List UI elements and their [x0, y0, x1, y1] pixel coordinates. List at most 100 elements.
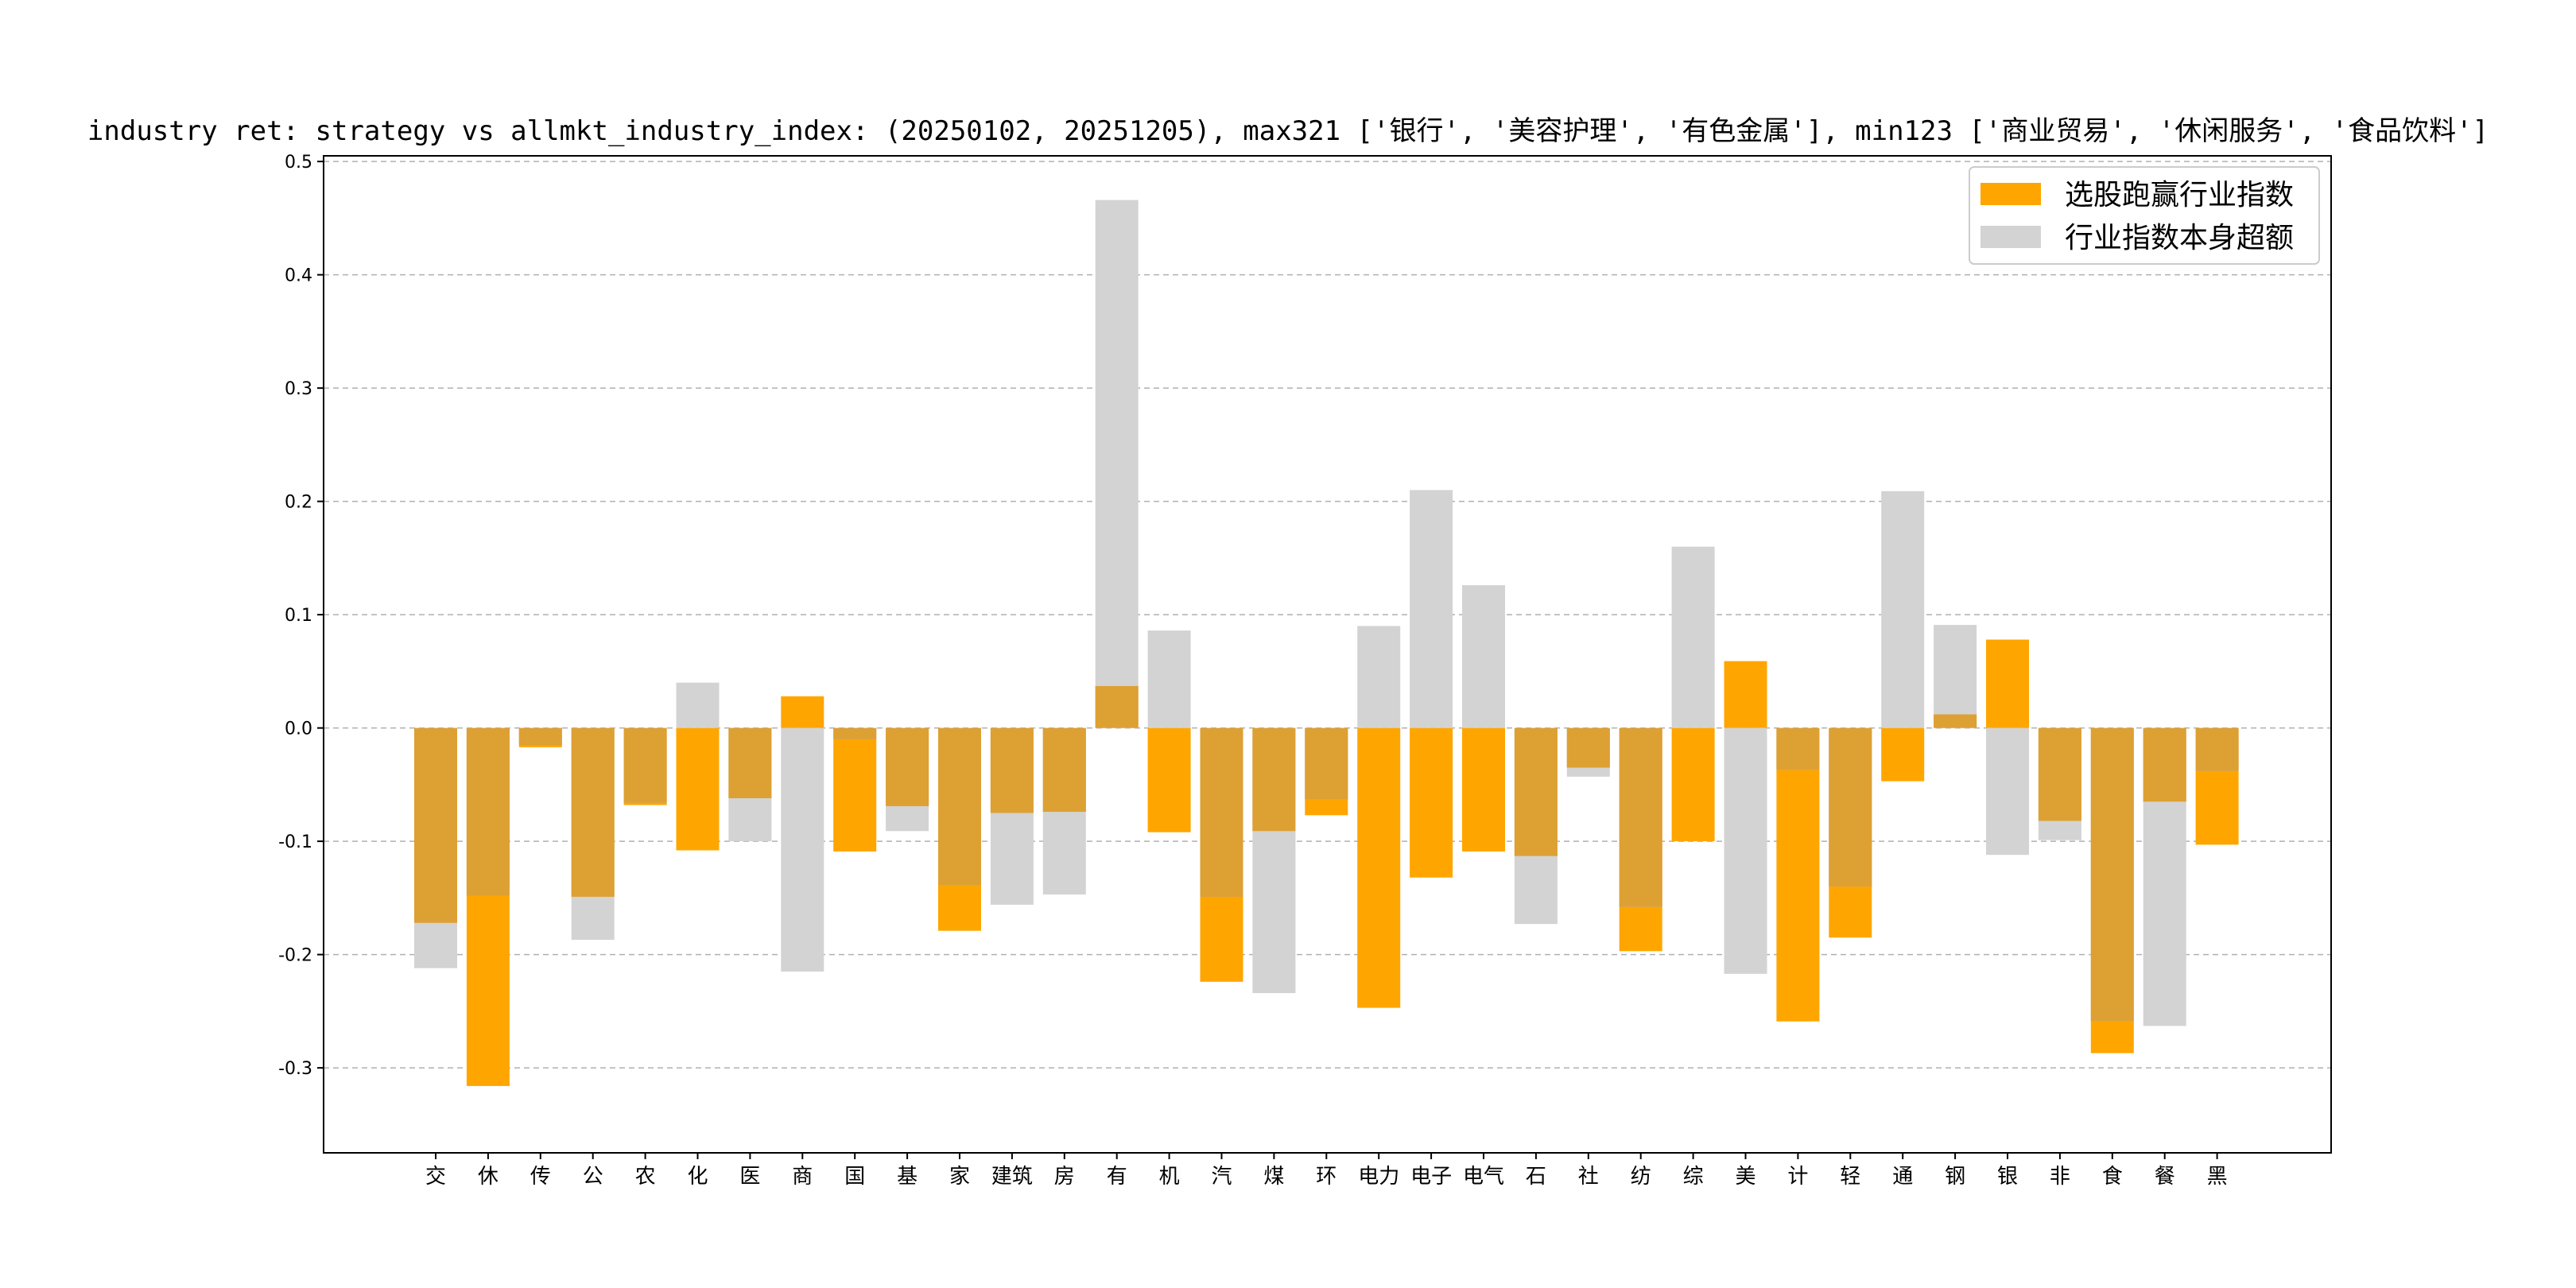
x-tick-label: 美: [1735, 1165, 1755, 1189]
grid-lines: [324, 161, 2331, 1069]
bar-industry-excess: [1357, 626, 1401, 728]
bar-industry-excess: [1147, 630, 1191, 728]
bar-industry-excess: [1462, 585, 1505, 728]
x-tick-label: 商: [792, 1165, 813, 1189]
y-tick-label: 0.5: [285, 153, 312, 173]
legend-label-industry-excess: 行业指数本身超额: [2065, 222, 2294, 254]
bar-industry-excess: [1095, 200, 1139, 728]
bar-overlap: [571, 727, 615, 897]
x-tick-label: 休: [478, 1165, 499, 1189]
x-tick-label: 计: [1787, 1165, 1808, 1189]
y-tick-label: 0.3: [285, 379, 312, 399]
x-tick-label: 综: [1683, 1165, 1704, 1189]
bar-overlap: [1514, 727, 1558, 856]
bar-industry-excess: [781, 727, 824, 972]
x-tick-label: 公: [583, 1165, 603, 1189]
bar-outperform: [1881, 727, 1925, 782]
y-tick-label: -0.3: [278, 1059, 312, 1079]
bar-overlap: [1042, 727, 1086, 813]
bar-overlap: [2090, 727, 2134, 1022]
plot-frame: [323, 155, 2332, 1154]
bar-overlap: [990, 727, 1034, 813]
bar-outperform: [1147, 727, 1191, 832]
x-tick-label: 石: [1526, 1165, 1546, 1189]
bar-overlap: [1934, 714, 1977, 728]
bar-outperform: [1410, 727, 1453, 878]
bar-outperform: [833, 727, 877, 852]
x-tick-label: 环: [1316, 1165, 1336, 1189]
bar-overlap: [1252, 727, 1296, 832]
bar-outperform: [1724, 661, 1767, 728]
bar-industry-excess: [1410, 490, 1453, 728]
x-tick-label: 钢: [1945, 1165, 1965, 1189]
x-tick-label: 国: [844, 1165, 865, 1189]
x-tick-label: 房: [1054, 1165, 1075, 1189]
bar-outperform: [1671, 727, 1715, 842]
bar-outperform: [781, 696, 824, 728]
bar-overlap: [1619, 727, 1662, 907]
x-tick-label: 煤: [1263, 1165, 1284, 1189]
bar-outperform: [1462, 727, 1505, 852]
x-tick-label: 社: [1578, 1165, 1599, 1189]
y-tick-label: 0.1: [285, 606, 312, 626]
bar-overlap: [1566, 727, 1610, 768]
x-tick-label: 食: [2102, 1165, 2123, 1189]
bar-industry-excess: [1881, 491, 1925, 728]
y-tick-label: -0.2: [278, 946, 312, 966]
bar-industry-excess: [1671, 546, 1715, 728]
x-tick-label: 轻: [1840, 1165, 1860, 1189]
bar-industry-excess: [1986, 727, 2029, 855]
y-tick-label: 0.2: [285, 493, 312, 513]
bar-overlap: [414, 727, 457, 923]
legend-swatch-outperform: [1980, 183, 2041, 205]
legend-swatch-industry-excess: [1980, 226, 2041, 248]
x-tick-label: 基: [897, 1165, 918, 1189]
bar-overlap: [2195, 727, 2239, 771]
bar-industry-excess: [1724, 727, 1767, 974]
legend-label-outperform: 选股跑赢行业指数: [2065, 179, 2294, 211]
x-tick-label: 通: [1892, 1165, 1913, 1189]
bar-overlap: [518, 727, 562, 745]
x-tick-label: 化: [687, 1165, 708, 1189]
x-tick-label: 有: [1107, 1165, 1127, 1189]
bar-overlap: [466, 727, 510, 896]
bar-overlap: [623, 727, 667, 803]
legend-box: [1969, 166, 2320, 265]
x-tick-label: 黑: [2207, 1165, 2228, 1189]
bar-overlap: [1829, 727, 1872, 887]
x-tick-label: 医: [739, 1165, 760, 1189]
bar-overlap: [1776, 727, 1820, 770]
bar-outperform: [1986, 639, 2029, 728]
y-axis: -0.3 -0.2 -0.1 0.0 0.1 0.2 0.3 0.4 0.5: [278, 153, 324, 1079]
legend: 选股跑赢行业指数 行业指数本身超额: [1969, 166, 2320, 265]
x-axis: 交 休 传 公 农 化 医 商 国 基 家建筑房 有 机 汽 煤 环电力 电子 电气石 社 纺 综 美 计 轻 通 钢 银 非 食 餐 黑: [425, 1153, 2228, 1189]
y-tick-label: -0.1: [278, 832, 312, 852]
x-tick-label: 建筑: [991, 1165, 1033, 1189]
x-tick-label: 家: [949, 1165, 970, 1189]
bar-overlap: [2038, 727, 2081, 821]
x-tick-label: 传: [530, 1165, 551, 1189]
y-tick-label: 0.0: [285, 720, 312, 739]
x-tick-label: 电力: [1358, 1165, 1399, 1189]
y-tick-label: 0.4: [285, 266, 312, 286]
x-tick-label: 餐: [2155, 1165, 2175, 1189]
bar-overlap: [886, 727, 929, 806]
bar-overlap: [938, 727, 981, 886]
x-tick-label: 电子: [1410, 1165, 1452, 1189]
bar-outperform: [1357, 727, 1401, 1008]
bar-outperform: [676, 727, 720, 851]
bar-outperform: [1776, 727, 1820, 1022]
bar-industry-excess: [1934, 624, 1977, 728]
bar-overlap: [728, 727, 772, 798]
x-tick-label: 机: [1159, 1165, 1180, 1189]
x-tick-label: 纺: [1631, 1165, 1651, 1189]
x-tick-label: 交: [425, 1165, 446, 1189]
x-tick-label: 电气: [1463, 1165, 1504, 1189]
bar-overlap: [1095, 685, 1139, 728]
bar-overlap: [1305, 727, 1348, 800]
bar-overlap: [2143, 727, 2186, 802]
x-tick-label: 银: [1997, 1165, 2018, 1189]
chart-title: industry ret: strategy vs allmkt_industr…: [87, 115, 2489, 147]
x-tick-label: 非: [2050, 1165, 2070, 1189]
